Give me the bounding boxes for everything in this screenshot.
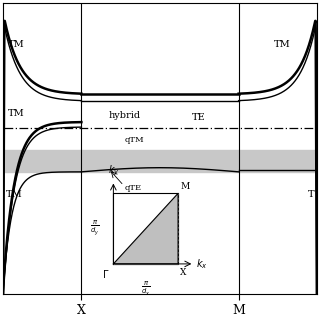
Text: TM: TM: [274, 40, 291, 49]
Text: TM: TM: [8, 40, 25, 49]
Text: TM: TM: [8, 109, 25, 118]
Text: qTE: qTE: [124, 185, 142, 193]
Text: TM: TM: [6, 189, 23, 198]
Text: qTM: qTM: [124, 136, 144, 144]
Text: TE: TE: [191, 113, 205, 122]
Text: T: T: [308, 189, 315, 198]
Text: hybrid: hybrid: [109, 110, 141, 120]
Bar: [3, 150, 317, 172]
